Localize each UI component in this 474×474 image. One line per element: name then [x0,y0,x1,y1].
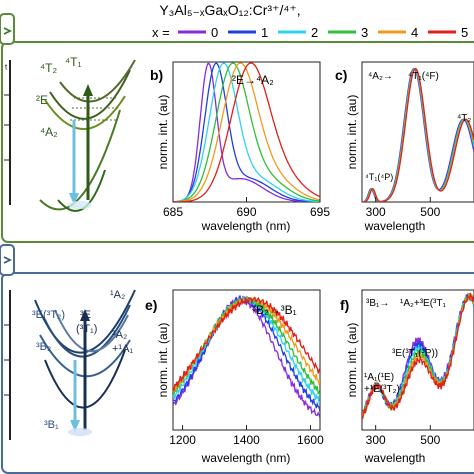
series-line [173,62,320,202]
x-tick-label: 690 [236,205,256,219]
label-4T2: ⁴T₂ [40,61,57,75]
energy-diagram-top: ᵗ ⁴T₂ ⁴T₁ ²E ⁴A₂ [4,55,136,212]
label-1A1: +¹A₁ [112,343,133,355]
bottom-row-frame [1,272,474,474]
series-line [173,62,320,202]
panel-b-ylabel: norm. int. (au) [156,95,170,170]
x-tick-label: 1600 [297,433,324,447]
label-3A2: ³A₂ [112,329,127,341]
legend-prefix: x = [152,25,170,40]
panel-c-xlabel: wavelength [364,219,426,233]
panel-b-annotation: ²E→⁴A₂ [232,73,274,87]
legend: 0 1 2 3 4 5 [178,25,468,40]
bottom-emission-arrow-head [70,420,80,432]
x-tick-label: 1400 [233,433,260,447]
panel-b-ticks: 685 690 695 [163,197,330,219]
panel-e-ylabel: norm. int. (au) [156,323,170,398]
panel-c-letter: c) [335,67,347,83]
panel-f-xlabel: wavelength [364,451,426,465]
legend-label: 2 [311,25,318,40]
series-line [173,62,320,202]
panel-f-annotation-low1: ¹A₁(¹E) [364,372,394,383]
top-row-frame [1,41,474,243]
label-4T1: ⁴T₁ [65,55,82,69]
panel-e-plot [173,294,320,419]
bottom-ground-glow [68,428,92,436]
label-3B2: ³B₂ [36,341,51,353]
panel-b: b) 685 690 695 ²E→⁴A₂ norm. int. (au) wave… [150,61,330,233]
panel-c-frame [361,61,474,203]
legend-label: 0 [211,25,218,40]
curve-4T2 [49,69,131,120]
panel-f-annotation-mid: ³E(³T₁(³P)) [392,348,438,359]
label-2E: ²E [36,93,48,107]
panel-f-ticks: 300 500 [366,425,441,447]
curve-4A2-left [39,109,121,211]
legend-label: 1 [261,25,268,40]
label-3T1: (³T₁) [76,323,97,335]
panel-b-xlabel: wavelength (nm) [201,219,291,233]
legend-label: 4 [411,25,418,40]
panel-e: e) 1200 1400 1600 ³B₂→³B₁ norm. int. (au) … [145,289,324,465]
x-tick-label: 685 [163,205,183,219]
x-tick-label: 300 [366,205,386,219]
panel-f-frame [361,289,474,431]
panel-c-ticks: 300 500 [366,197,441,219]
panel-c-annotation-mid: ⁴T₁(⁴F) [408,71,439,82]
emission-arrow-head [69,193,79,205]
panel-e-annotation: ³B₂→³B₁ [252,303,297,317]
panel-e-ticks: 1200 1400 1600 [169,425,324,447]
bottom-excitation-arrow-head [80,309,90,321]
formula-text: Y₃Al₅₋ₓGaₓO₁₂:Cr³⁺/⁴⁺, [159,2,300,18]
panel-b-plot [173,62,320,202]
bottom-row-tab [0,244,15,276]
series-line [362,68,474,202]
panel-c-annotation-low: ⁴T₁(⁴P) [365,172,393,182]
panel-b-letter: b) [150,67,163,83]
header: Y₃Al₅₋ₓGaₓO₁₂:Cr³⁺/⁴⁺, x = 0 1 2 3 4 5 [152,2,468,40]
series-line [362,68,474,202]
legend-label: 3 [361,25,368,40]
label-1A2: ¹A₂ [110,289,125,301]
panel-f-annotation-low2: +¹E(³T₂) [364,384,400,395]
panel-f-ylabel: norm. int. (au) [345,323,359,398]
label-3B1: ³B₁ [44,419,59,431]
label-3E: ³E [80,309,91,321]
panel-c-annotation-right: ⁴T₂ [457,113,471,124]
series-line [173,62,320,202]
panel-c-annotation-left: ⁴A₂→ [368,71,393,82]
legend-label: 5 [461,25,468,40]
x-tick-label: 300 [366,433,386,447]
energy-diagram-bottom: ³E(³T₂) ³E (³T₁) ¹A₂ ³B₂ ³A₂ +¹A₁ ³B₁ [4,289,136,440]
panel-f-letter: f) [340,297,349,313]
panel-f-plot [362,291,474,420]
curve-4T1 [59,59,136,103]
panel-f-annotation-top: ³B₁→ [366,298,389,309]
series-line [173,62,320,202]
panel-f-annotation-top2: ¹A₂+³E(³T₁ [400,298,446,309]
diagram-top-axis-fragment: ᵗ [5,63,8,75]
panel-c: c) 300 500 ⁴A₂→ ⁴T₁(⁴F) ⁴T₂ ⁴T₁(⁴P) norm.… [335,61,474,233]
curve-1A2 [54,309,129,353]
series-line [173,295,320,419]
series-line [173,296,320,392]
x-tick-label: 500 [420,205,440,219]
excitation-arrow-head [83,84,93,96]
x-tick-label: 500 [420,433,440,447]
x-tick-label: 1200 [169,433,196,447]
top-tab-arrow-icon [3,27,13,35]
label-4A2: ⁴A₂ [40,125,58,139]
panel-c-plot [362,67,474,202]
series-line [362,291,474,420]
ground-glow [68,201,92,209]
label-3E3T2: ³E(³T₂) [32,309,65,321]
panel-f: f) 300 500 ³B₁→ ¹A₂+³E(³T₁ ³E(³T₁(³P)) ¹A… [340,289,474,465]
panel-e-xlabel: wavelength (nm) [201,451,291,465]
x-tick-label: 695 [310,205,330,219]
panel-e-letter: e) [145,297,157,313]
panel-c-ylabel: norm. int. (au) [345,95,359,170]
bottom-tab-arrow-icon [3,256,13,264]
series-line [173,62,320,202]
